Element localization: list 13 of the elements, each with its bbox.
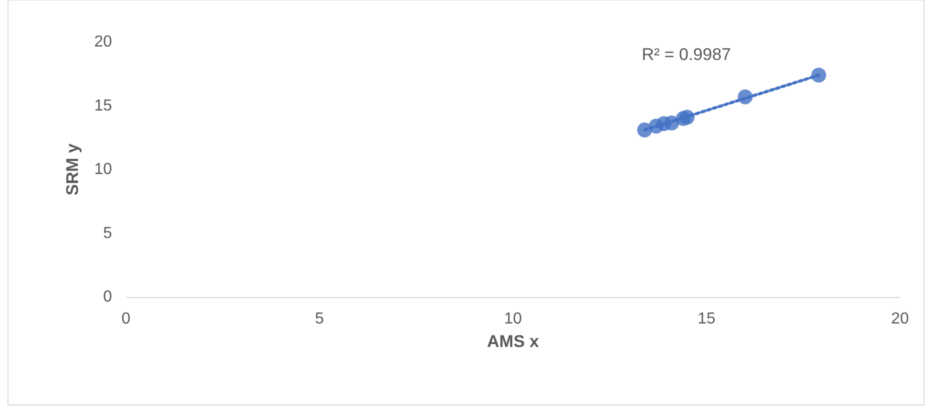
y-tick-label: 20 [94, 34, 112, 50]
x-tick-label: 0 [122, 310, 131, 328]
y-tick-label: 10 [94, 161, 112, 178]
x-tick-label: 20 [891, 310, 909, 328]
y-axis-title: SRM y [63, 142, 82, 196]
x-tick-label: 5 [315, 310, 324, 328]
x-axis-title: AMS x [487, 332, 540, 351]
x-tick-label: 15 [698, 310, 716, 328]
y-tick-label: 5 [103, 224, 112, 242]
y-tick-label: 15 [94, 97, 112, 114]
y-tick-label: 0 [103, 288, 112, 306]
x-tick-label: 10 [504, 310, 522, 328]
annotation: R² = 0.9987 [642, 45, 732, 64]
